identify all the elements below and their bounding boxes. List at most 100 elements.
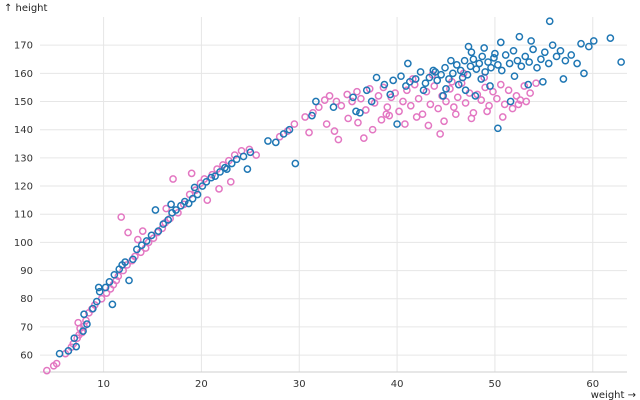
scatter-point	[368, 125, 377, 134]
scatter-point	[374, 92, 383, 100]
scatter-point	[467, 114, 476, 123]
scatter-point	[110, 270, 119, 279]
y-tick-label: 130	[14, 153, 33, 164]
scatter-point	[377, 115, 386, 124]
scatter-point	[419, 86, 428, 95]
scatter-point	[142, 237, 151, 245]
scatter-point	[461, 86, 470, 95]
scatter-point	[94, 283, 103, 292]
scatter-point	[416, 68, 425, 76]
scatter-point	[509, 46, 518, 55]
scatter-point	[164, 216, 173, 224]
scatter-point	[399, 97, 407, 106]
scatter-point	[464, 42, 473, 51]
scatter-point	[540, 48, 549, 57]
scatter-point	[401, 120, 409, 128]
scatter-point	[486, 82, 494, 90]
scatter-point	[446, 84, 454, 93]
scatter-point	[505, 59, 514, 68]
scatter-point	[232, 155, 241, 164]
scatter-point	[362, 86, 371, 95]
scatter-point	[70, 334, 79, 343]
scatter-point	[137, 241, 146, 250]
scatter-point	[431, 68, 440, 76]
y-tick-label: 60	[20, 351, 33, 362]
y-tick-label: 100	[14, 238, 33, 249]
scatter-point	[493, 94, 501, 103]
scatter-point	[397, 72, 405, 81]
scatter-point	[343, 90, 352, 99]
scatter-point	[264, 137, 272, 145]
x-tick-label: 10	[97, 379, 110, 390]
y-tick-label: 170	[14, 41, 33, 52]
scatter-point	[567, 51, 576, 59]
scatter-point	[125, 276, 133, 285]
y-tick-label: 70	[20, 322, 33, 333]
scatter-point	[481, 68, 489, 76]
scatter-point	[202, 177, 211, 186]
scatter-point	[442, 97, 450, 106]
scatter-point	[539, 77, 547, 86]
y-tick-label: 110	[14, 210, 33, 221]
scatter-point	[356, 108, 364, 117]
scatter-point	[334, 135, 343, 144]
scatter-point	[525, 58, 534, 66]
scatter-point	[498, 113, 507, 121]
scatter-point	[532, 79, 540, 88]
scatter-point	[481, 83, 489, 92]
scatter-point	[393, 120, 401, 128]
scatter-point	[190, 183, 199, 192]
x-tick-label: 50	[489, 379, 502, 390]
scatter-point	[383, 103, 392, 112]
scatter-point	[617, 58, 625, 66]
scatter-point	[325, 92, 334, 100]
scatter-point	[211, 172, 219, 181]
y-tick-label: 160	[14, 69, 33, 80]
scatter-point	[559, 75, 568, 83]
scatter-point	[467, 48, 476, 57]
scatter-point	[589, 37, 598, 45]
scatter-point	[348, 97, 356, 106]
x-tick-label: 20	[195, 379, 208, 390]
scatter-point	[108, 300, 117, 309]
scatter-point	[314, 103, 323, 112]
scatter-point	[418, 110, 427, 119]
scatter-point	[573, 59, 581, 68]
scatter-point	[361, 106, 370, 114]
scatter-point	[406, 101, 415, 110]
scatter-point	[577, 39, 585, 48]
y-tick-label: 120	[14, 182, 33, 193]
data-points	[42, 17, 625, 375]
scatter-point	[353, 87, 361, 96]
scatter-point	[434, 104, 443, 113]
scatter-point	[512, 92, 521, 100]
scatter-point	[478, 52, 487, 61]
scatter-point	[451, 110, 460, 119]
scatter-point	[285, 125, 294, 134]
scatter-point	[506, 97, 515, 106]
scatter-point	[496, 38, 505, 47]
scatter-point	[246, 148, 255, 157]
scatter-point	[537, 55, 545, 64]
scatter-point	[349, 93, 357, 102]
scatter-point	[223, 165, 231, 173]
scatter-point	[92, 297, 101, 306]
scatter-point	[162, 204, 171, 213]
scatter-point	[500, 100, 509, 109]
scatter-point	[472, 65, 481, 73]
scatter-point	[105, 277, 114, 286]
scatter-point	[80, 310, 88, 319]
scatter-point	[556, 46, 565, 55]
scatter-point	[469, 55, 478, 64]
scatter-point	[180, 197, 189, 206]
scatter-point	[226, 177, 235, 186]
scatter-point	[372, 73, 381, 82]
scatter-point	[389, 76, 398, 85]
scatter-point	[520, 82, 529, 90]
scatter-point	[452, 61, 461, 69]
scatter-point	[337, 101, 346, 110]
scatter-point	[454, 80, 463, 89]
scatter-point	[552, 52, 561, 61]
scatter-point	[138, 227, 147, 235]
scatter-point	[79, 327, 87, 335]
